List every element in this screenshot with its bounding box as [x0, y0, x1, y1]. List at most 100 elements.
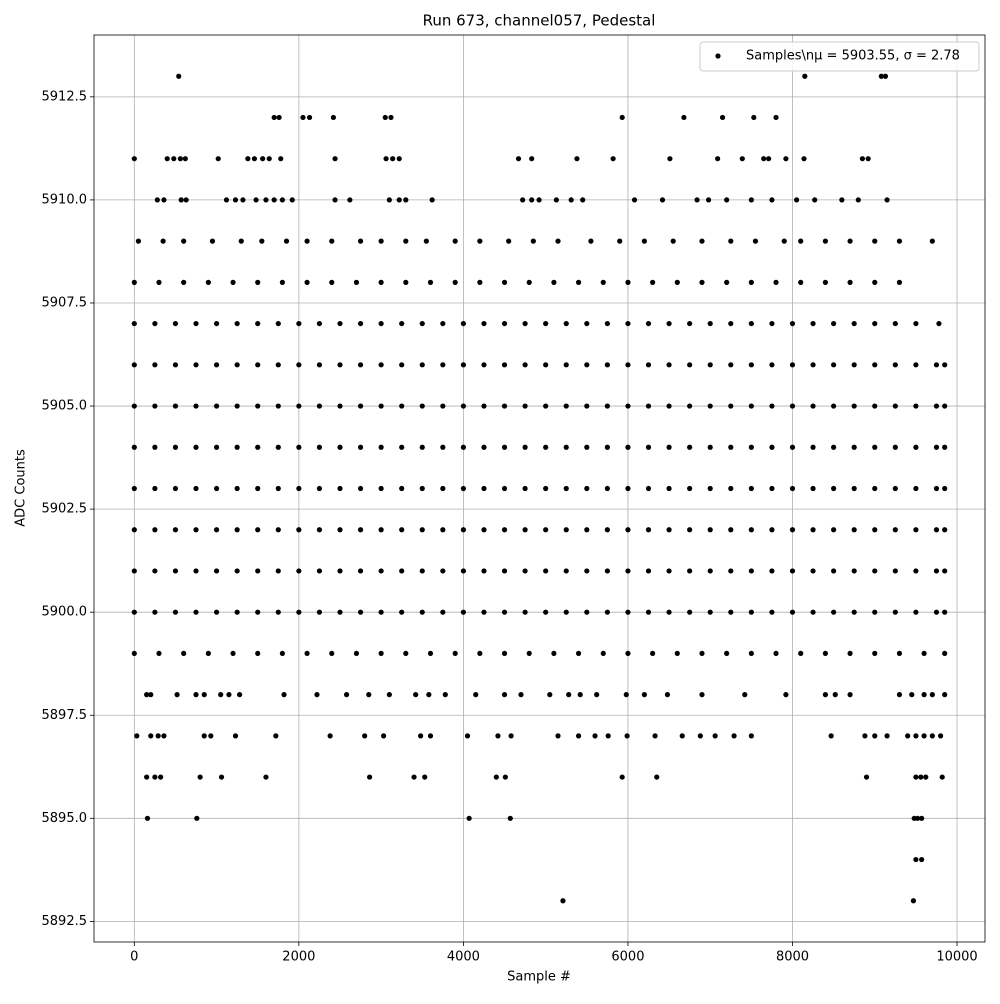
data-point [152, 609, 158, 615]
data-point [851, 485, 857, 492]
data-point [872, 733, 878, 739]
data-point [213, 403, 220, 409]
data-point [728, 444, 734, 450]
data-point [327, 733, 333, 739]
data-point [942, 444, 948, 450]
data-point [625, 485, 631, 492]
data-point [872, 279, 878, 285]
data-point [522, 568, 528, 574]
data-point [798, 238, 804, 244]
data-point [182, 156, 188, 162]
data-point [645, 609, 652, 615]
data-point [666, 362, 672, 368]
data-point [625, 320, 631, 327]
data-point [789, 527, 796, 533]
data-point [526, 650, 532, 657]
data-point [913, 527, 919, 533]
data-point [543, 444, 549, 450]
data-point [429, 197, 435, 203]
data-point [645, 320, 652, 327]
data-point [812, 197, 818, 203]
data-point [592, 733, 598, 739]
data-point [419, 609, 425, 615]
data-point [234, 609, 240, 615]
data-point [508, 733, 514, 739]
data-point [296, 568, 302, 574]
data-point [160, 238, 166, 244]
data-point [694, 197, 700, 203]
data-point [506, 238, 512, 244]
data-point [543, 485, 549, 492]
data-point [913, 774, 919, 780]
data-point [625, 527, 631, 533]
data-point [148, 733, 154, 739]
data-point [337, 485, 343, 492]
data-point [152, 568, 158, 574]
data-point [234, 444, 240, 450]
data-point [213, 362, 220, 368]
data-point [255, 320, 261, 327]
data-point [329, 238, 335, 244]
data-point [563, 485, 569, 492]
data-point [213, 485, 220, 492]
data-point [357, 238, 364, 244]
data-point [604, 485, 610, 492]
data-point [913, 403, 919, 409]
data-point [337, 527, 343, 533]
data-point [884, 733, 890, 739]
data-point [378, 650, 384, 657]
legend: Samples\nμ = 5903.55, σ = 2.78 [699, 41, 980, 72]
data-point [477, 279, 483, 285]
data-point [255, 568, 261, 574]
data-point [652, 733, 658, 739]
data-point [872, 609, 878, 615]
data-point [399, 444, 405, 450]
data-point [399, 320, 405, 327]
data-point [515, 156, 522, 162]
data-point [390, 156, 396, 162]
data-point [152, 485, 158, 492]
data-point [933, 609, 940, 615]
data-point [131, 279, 137, 285]
data-point [230, 279, 236, 285]
data-point [769, 568, 775, 574]
data-point [403, 279, 409, 285]
data-point [440, 320, 446, 327]
data-point [427, 733, 434, 739]
data-point [529, 197, 535, 203]
data-point [440, 362, 446, 368]
data-point [357, 609, 364, 615]
data-point [152, 362, 158, 368]
data-point [822, 692, 828, 698]
data-point [666, 527, 672, 533]
data-point [460, 320, 466, 327]
data-point [905, 733, 911, 739]
data-point [131, 485, 137, 492]
data-point [275, 362, 281, 368]
data-point [555, 238, 561, 244]
data-point [152, 527, 158, 533]
data-point [839, 197, 845, 203]
data-point [543, 527, 549, 533]
data-point [913, 733, 919, 739]
data-point [942, 485, 948, 492]
data-point [399, 362, 405, 368]
data-point [810, 362, 816, 368]
data-point [773, 650, 779, 657]
data-point [530, 238, 536, 244]
data-point [681, 114, 687, 121]
data-point [699, 279, 705, 285]
data-point [892, 444, 898, 450]
data-point [610, 156, 616, 162]
data-point [172, 320, 179, 327]
data-point [748, 485, 754, 492]
data-point [422, 774, 428, 780]
data-point [329, 279, 335, 285]
data-point [477, 238, 483, 244]
data-point [296, 527, 302, 533]
data-point [337, 568, 343, 574]
data-point [863, 774, 870, 780]
data-point [769, 485, 775, 492]
data-point [892, 609, 898, 615]
data-point [131, 527, 137, 533]
